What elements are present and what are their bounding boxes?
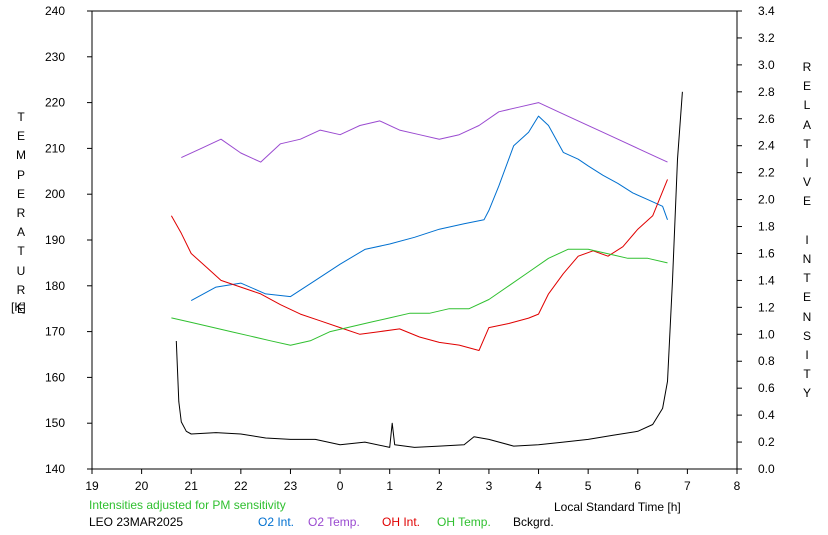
y-right-tick-label: 0.4: [758, 408, 775, 422]
y-right-tick-label: 0.0: [758, 462, 775, 476]
y-right-tick-label: 1.2: [758, 300, 775, 314]
x-tick-label: 2: [436, 479, 443, 493]
y-left-tick-label: 160: [45, 370, 65, 384]
y-left-tick-labels: 140 150 160 170 180 190 200 210 220 230 240: [45, 4, 65, 476]
legend-o2-temp: O2 Temp.: [308, 515, 360, 529]
series-line-o2-temp: [181, 102, 668, 163]
y-right-tick-label: 0.2: [758, 435, 775, 449]
legend-o2-int: O2 Int.: [258, 515, 295, 529]
series-line-bckgrd: [175, 91, 683, 448]
x-tick-label: 3: [486, 479, 493, 493]
x-tick-label: 19: [85, 479, 99, 493]
x-tick-label: 7: [684, 479, 691, 493]
x-tick-labels: 19 20 21 22 23 0 1 2 3 4 5 6 7 8: [85, 479, 740, 493]
y-left-tick-label: 240: [45, 4, 65, 18]
x-tick-label: 1: [386, 479, 393, 493]
y-left-tick-label: 200: [45, 187, 65, 201]
x-tick-label: 6: [634, 479, 641, 493]
x-tick-label: 20: [135, 479, 149, 493]
y-left-tick-label: 220: [45, 96, 65, 110]
left-axis-unit: [K]: [11, 300, 26, 314]
x-axis-label: Local Standard Time [h]: [554, 500, 681, 514]
y-left-tick-label: 150: [45, 416, 65, 430]
y-right-tick-labels: 0.0 0.2 0.4 0.6 0.8 1.0 1.2 1.4 1.6 1.8 2.0 2.2 2.4 2…: [758, 4, 775, 476]
plot-frame: [91, 10, 738, 470]
legend-oh-int: OH Int.: [382, 515, 421, 529]
sensitivity-note: Intensities adjusted for PM sensitivity: [89, 498, 286, 512]
y-right-tick-label: 2.8: [758, 85, 775, 99]
left-axis-title: T E M P E R A T U R E: [16, 110, 26, 317]
legend-bckgrd: Bckgrd.: [513, 515, 554, 529]
y-right-tick-label: 2.4: [758, 139, 775, 153]
x-tick-label: 0: [337, 479, 344, 493]
x-tick-label: 5: [585, 479, 592, 493]
y-right-tick-label: 1.6: [758, 246, 775, 260]
y-right-tick-label: 1.4: [758, 273, 775, 287]
x-tick-label: 23: [284, 479, 298, 493]
y-left-tick-label: 170: [45, 325, 65, 339]
legend-oh-temp: OH Temp.: [437, 515, 491, 529]
y-right-tick-label: 2.6: [758, 112, 775, 126]
y-left-tick-label: 190: [45, 233, 65, 247]
y-right-tick-label: 1.0: [758, 327, 775, 341]
y-right-tick-label: 2.0: [758, 193, 775, 207]
y-right-tick-label: 3.2: [758, 31, 775, 45]
y-right-tick-label: 3.0: [758, 58, 775, 72]
y-right-tick-label: 0.8: [758, 354, 775, 368]
y-left-tick-label: 210: [45, 141, 65, 155]
series-lines: [170, 91, 683, 448]
series-line-o2-int: [190, 115, 668, 302]
right-axis-title: R E L A T I V E I N T E N S I T Y: [802, 60, 812, 401]
axis-ticks: [87, 10, 742, 474]
y-left-tick-label: 180: [45, 279, 65, 293]
y-left-tick-label: 140: [45, 462, 65, 476]
y-right-tick-label: 1.8: [758, 220, 775, 234]
station-date: LEO 23MAR2025: [89, 515, 184, 529]
x-tick-label: 22: [234, 479, 248, 493]
series-line-oh-int: [170, 179, 668, 351]
series-line-oh-temp: [171, 248, 668, 346]
x-tick-label: 21: [185, 479, 199, 493]
y-right-tick-label: 3.4: [758, 4, 775, 18]
y-right-tick-label: 2.2: [758, 166, 775, 180]
y-right-tick-label: 0.6: [758, 381, 775, 395]
y-left-tick-label: 230: [45, 50, 65, 64]
x-tick-label: 8: [734, 479, 741, 493]
x-tick-label: 4: [535, 479, 542, 493]
